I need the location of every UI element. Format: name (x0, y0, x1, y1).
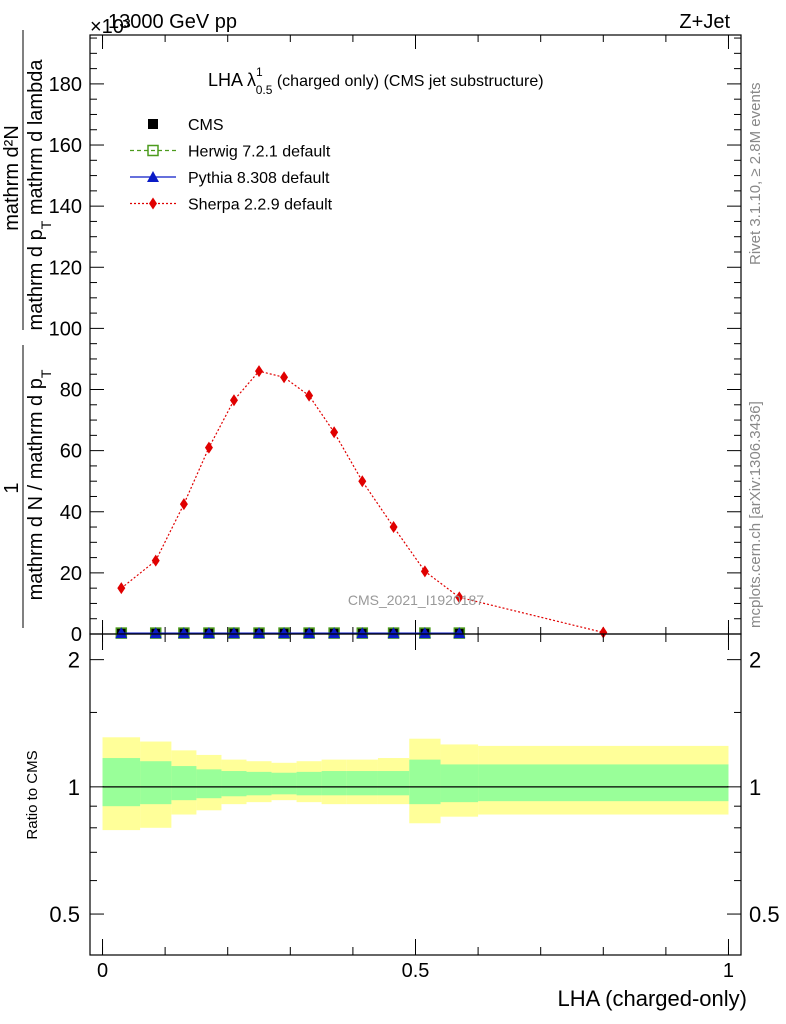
main-ytick-label: 80 (60, 380, 82, 402)
ratio-band-inner (246, 771, 272, 796)
ratio-band-inner (140, 761, 172, 805)
header-exponent: ×10³ (90, 16, 131, 38)
legend-item: Sherpa 2.2.9 default (130, 197, 333, 214)
series-point (328, 627, 341, 639)
ratio-band-inner (346, 771, 378, 796)
legend-item: Pythia 8.308 default (130, 170, 330, 187)
ratio-ytick-label-right: 0.5 (749, 902, 780, 927)
main-ytick-label: 60 (60, 441, 82, 463)
main-ytick-label: 40 (60, 502, 82, 524)
ylabel-top: mathrm d²N (1, 125, 23, 231)
series-point (420, 565, 429, 578)
series-point (330, 426, 339, 439)
series-point (303, 627, 316, 639)
ratio-xtick-label: 0 (97, 960, 108, 982)
series-point (453, 627, 466, 639)
ratio-band-inner (440, 764, 479, 803)
series-point (418, 627, 431, 639)
ratio-band-inner (171, 766, 197, 801)
legend-label: Pythia 8.308 default (188, 170, 330, 187)
series-3 (117, 365, 608, 639)
ratio-band-inner (321, 771, 347, 796)
ratio-band-inner (296, 771, 322, 796)
main-ytick-label: 160 (49, 135, 82, 157)
legend-label: Sherpa 2.2.9 default (188, 197, 333, 214)
series-point (117, 582, 126, 595)
ratio-band-inner (271, 772, 297, 795)
rivet-label: Rivet 3.1.10, ≥ 2.8M events (747, 83, 764, 266)
ratio-ytick-label: 1 (68, 775, 80, 800)
series-point (229, 394, 238, 407)
header-right: Z+Jet (679, 11, 730, 33)
ratio-y-label: Ratio to CMS (24, 750, 41, 839)
series-point (599, 626, 608, 639)
main-ytick-label: 180 (49, 74, 82, 96)
series-line (120, 370, 604, 634)
ratio-ytick-label-right: 1 (749, 775, 761, 800)
ratio-axes: 0.5 0.5 1 1 2 2 0 0.5 1 (49, 633, 780, 982)
ratio-xtick-label: 0.5 (402, 960, 430, 982)
analysis-watermark: CMS_2021_I1920187 (348, 592, 484, 608)
series-point (278, 627, 291, 639)
legend-marker (147, 144, 159, 157)
legend-label: Herwig 7.2.1 default (188, 144, 331, 161)
ylabel-mid: mathrm d pT mathrm d lambda (25, 59, 54, 331)
main-ytick-label: 120 (49, 257, 82, 279)
ratio-ytick-label: 2 (68, 648, 80, 673)
series-point (255, 365, 264, 378)
legend-marker (147, 171, 159, 182)
series-point (356, 627, 369, 639)
ratio-ytick-label-right: 2 (749, 648, 761, 673)
series-point (115, 627, 128, 639)
header-left: 13000 GeV pp (108, 11, 237, 33)
x-axis-label: LHA (charged-only) (557, 986, 747, 1011)
series-point (149, 627, 162, 639)
ylabel-num: 1 (1, 482, 23, 493)
main-series (115, 365, 608, 639)
series-point (387, 627, 400, 639)
ratio-xtick-label: 1 (723, 960, 734, 982)
series-point (151, 554, 160, 567)
main-ytick-label: 20 (60, 563, 82, 585)
mcplots-label: mcplots.cern.ch [arXiv:1306.3436] (747, 401, 764, 628)
ratio-bands (102, 737, 729, 831)
ratio-band-inner (102, 758, 141, 807)
legend-item: CMS (148, 117, 224, 134)
series-point (305, 389, 314, 402)
legend: CMS Herwig 7.2.1 default Pythia 8.308 defa… (130, 117, 333, 214)
ratio-band-inner (196, 769, 222, 799)
series-point (204, 441, 213, 454)
ylabel-den: mathrm d N / mathrm d pT (25, 369, 54, 600)
series-point (358, 475, 367, 488)
legend-item: Herwig 7.2.1 default (130, 144, 331, 161)
series-2 (115, 627, 466, 639)
main-ytick-label: 140 (49, 196, 82, 218)
series-point (202, 627, 215, 639)
series-point (179, 498, 188, 511)
legend-marker (148, 119, 158, 129)
legend-label: CMS (188, 117, 224, 134)
ratio-band-inner (377, 771, 410, 796)
main-y-label: mathrm d²N mathrm d pT mathrm d lambda 1… (1, 30, 54, 628)
ratio-band-inner (409, 759, 441, 805)
series-point (227, 627, 240, 639)
main-ytick-label: 100 (49, 318, 82, 340)
chart-title: LHA λ1 0.5 (charged only) (CMS jet substr… (208, 65, 544, 97)
ratio-band-inner (478, 764, 729, 802)
series-point (253, 627, 266, 639)
legend-marker (149, 197, 157, 210)
series-point (177, 627, 190, 639)
ratio-ytick-label: 0.5 (49, 902, 80, 927)
main-axes: 0 20 40 60 80 100 120 140 160 180 (49, 34, 742, 646)
series-point (280, 371, 289, 384)
series-point (389, 521, 398, 534)
series-point (455, 591, 464, 604)
ratio-band-inner (221, 771, 247, 797)
main-ytick-label: 0 (71, 624, 82, 646)
